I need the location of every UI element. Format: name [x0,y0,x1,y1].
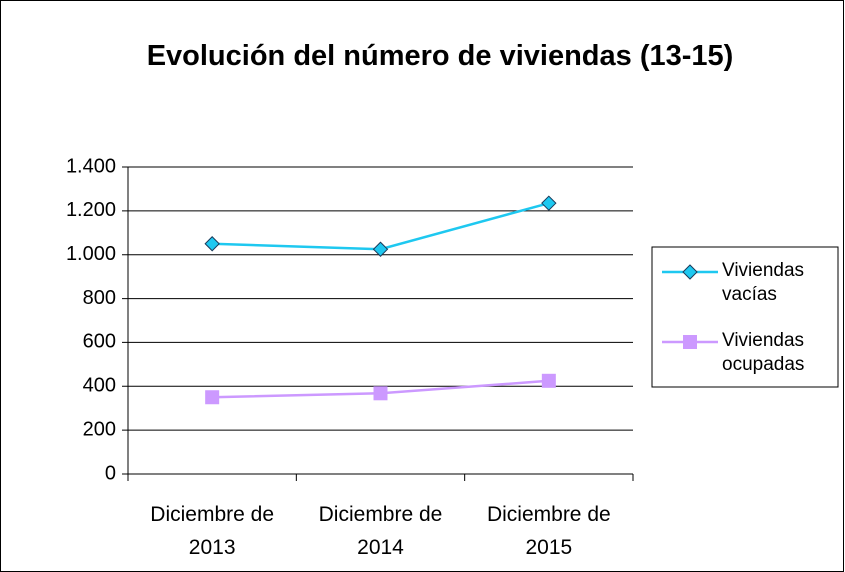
legend-marker [682,264,698,280]
y-tick-label: 200 [83,418,116,440]
y-tick-label: 600 [83,331,116,353]
y-tick-label: 1.000 [66,243,116,265]
y-tick-label: 1.400 [66,155,116,177]
data-point [204,236,220,252]
y-tick-label: 1.200 [66,199,116,221]
y-tick-label: 0 [105,462,116,484]
x-tick-label: Diciembre de 2015 [486,503,611,559]
y-tick-label: 800 [83,287,116,309]
x-tick-label: Diciembre de 2013 [150,503,275,559]
legend-label: Viviendas vacías [722,260,805,305]
chart-title: Evolución del número de viviendas (13-15… [146,40,734,72]
x-tick-label: Diciembre de 2014 [318,503,443,559]
data-point [373,386,388,401]
legend-box [651,246,839,388]
data-point [372,241,389,257]
legend-label: Viviendas ocupadas [722,330,805,375]
data-point [205,390,220,405]
y-tick-label: 400 [83,375,116,397]
data-point [541,195,557,211]
data-point [541,373,556,388]
legend-marker [683,335,697,349]
